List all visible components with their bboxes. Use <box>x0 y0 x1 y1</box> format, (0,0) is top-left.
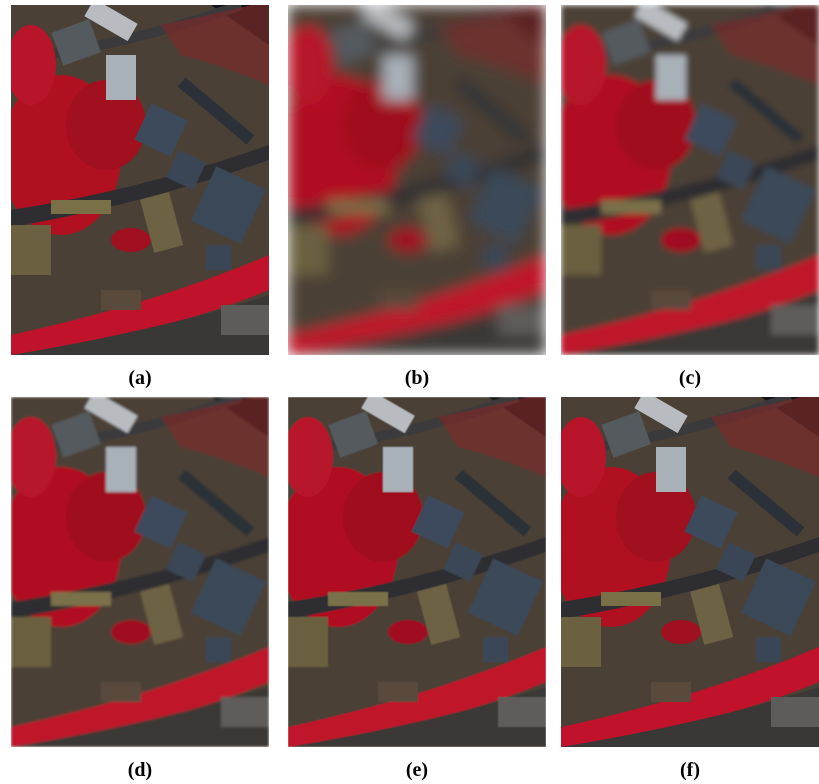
image <box>288 397 546 747</box>
image <box>11 397 269 747</box>
panel: (f) <box>561 397 819 782</box>
panel: (c) <box>561 5 819 390</box>
figure: (a) (b) (c) (d) (e) (f) (() => { const d… <box>0 0 819 784</box>
caption: (a) <box>11 367 269 390</box>
panel: (b) <box>288 5 546 390</box>
panel: (e) <box>288 397 546 782</box>
caption: (f) <box>561 759 819 782</box>
caption: (d) <box>11 759 269 782</box>
image <box>561 397 819 747</box>
panel: (a) <box>11 5 269 390</box>
image <box>561 5 819 355</box>
caption: (e) <box>288 759 546 782</box>
panel: (d) <box>11 397 269 782</box>
image <box>11 5 269 355</box>
caption: (b) <box>288 367 546 390</box>
image <box>288 5 546 355</box>
caption: (c) <box>561 367 819 390</box>
